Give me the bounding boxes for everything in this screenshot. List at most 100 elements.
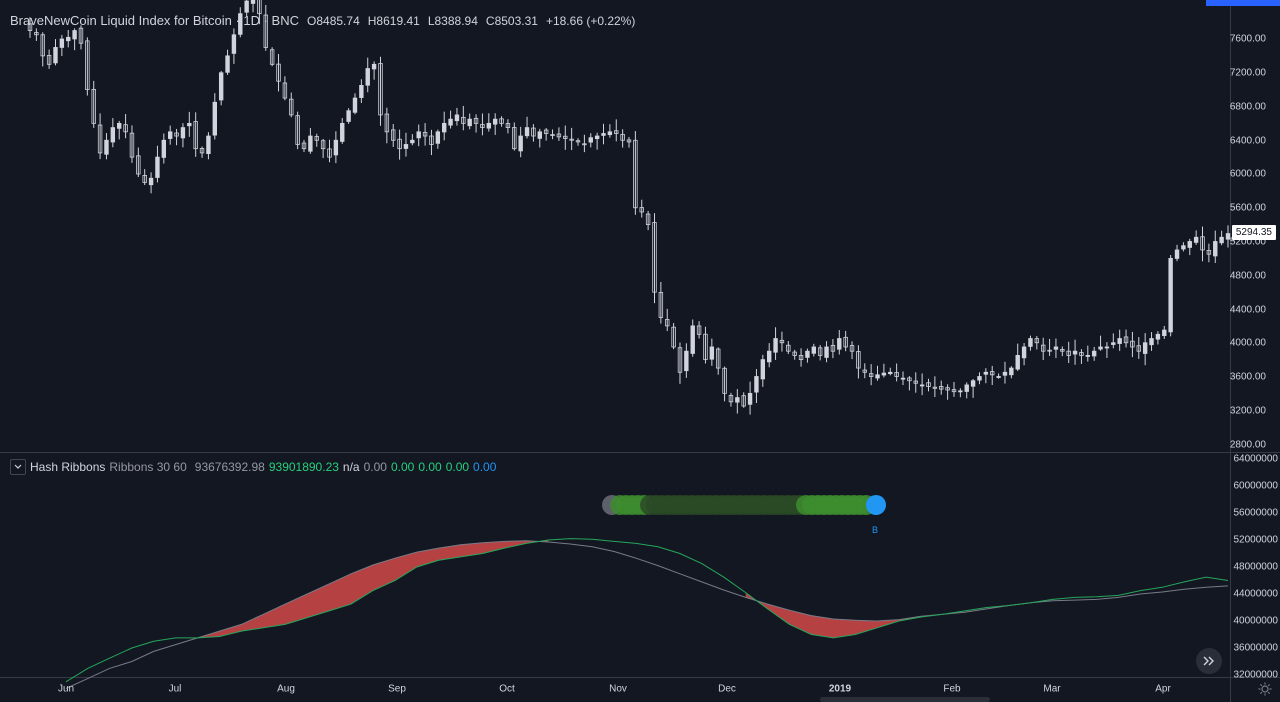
indicator-name[interactable]: Hash Ribbons: [30, 460, 106, 474]
price-axis-tick: 2800.00: [1229, 439, 1266, 451]
candle-body-up: [1213, 241, 1218, 257]
candle-body-down: [1136, 345, 1141, 352]
candle-body-up: [1187, 241, 1192, 248]
indicator-axis-tick: 40000000: [1233, 615, 1279, 627]
candle-body-up: [365, 68, 370, 86]
scroll-to-realtime-button[interactable]: [1196, 648, 1222, 674]
candle-body-down: [862, 369, 867, 373]
candle-body-up: [333, 139, 339, 156]
price-axis-tick: 5600.00: [1229, 202, 1266, 214]
candle-body-down: [696, 325, 702, 335]
candle-body-down: [843, 336, 848, 348]
candle-body-down: [563, 135, 568, 139]
candle-body-down: [269, 49, 275, 65]
candle-body-down: [1206, 250, 1212, 255]
candle-body-up: [919, 384, 925, 387]
candle-body-down: [990, 371, 995, 376]
candle-body-up: [244, 0, 249, 13]
chart-settings-button[interactable]: [1256, 680, 1274, 698]
candle-body-down: [550, 134, 555, 137]
candle-body-up: [1028, 338, 1033, 347]
candle-body-down: [856, 351, 861, 369]
candle-body-down: [671, 326, 676, 348]
candle-body-down: [779, 339, 785, 344]
candle-body-down: [27, 23, 33, 31]
candle-body-down: [327, 148, 332, 158]
candle-body-down: [531, 127, 536, 137]
candle-body-up: [1225, 233, 1231, 240]
gear-icon: [1258, 682, 1272, 696]
candle-body-up: [1002, 371, 1008, 376]
candle-body-down: [894, 372, 899, 377]
time-axis-tick: 2019: [828, 683, 852, 695]
candle-body-down: [46, 55, 52, 65]
indicator-value-5: 0.00: [473, 460, 497, 474]
collapse-indicator-button[interactable]: [10, 459, 26, 475]
candle-body-down: [633, 139, 638, 209]
candle-body-up: [187, 122, 192, 127]
candle-body-down: [677, 347, 683, 373]
candle-body-up: [518, 135, 523, 152]
candle-body-up: [1142, 342, 1148, 354]
candle-body-up: [1111, 342, 1116, 345]
close-value: 8503.31: [494, 13, 538, 28]
candle-body-down: [301, 142, 307, 150]
candle-body-down: [314, 136, 319, 141]
candle-body-up: [435, 131, 441, 144]
candle-body-down: [1066, 350, 1071, 356]
candle-body-down: [556, 133, 562, 138]
candle-body-up: [977, 376, 982, 381]
symbol-title[interactable]: BraveNewCoin Liquid Index for Bitcoin · …: [10, 13, 300, 28]
time-axis-tick: Aug: [277, 683, 295, 695]
candle-body-down: [320, 140, 326, 150]
candle-body-up: [110, 127, 116, 143]
indicator-value-3: 0.00: [418, 460, 442, 474]
candle-body-down: [1200, 236, 1205, 251]
time-axis-tick: Mar: [1043, 683, 1061, 695]
candle-body-up: [735, 397, 740, 403]
candle-body-up: [1053, 346, 1059, 350]
candle-body-down: [614, 130, 619, 134]
candle-body-up: [1021, 346, 1027, 359]
candle-body-down: [1130, 340, 1135, 348]
candle-body-up: [167, 131, 173, 139]
price-axis-tick: 4400.00: [1229, 304, 1266, 316]
time-axis-tick: Jul: [168, 683, 182, 695]
candle-body-down: [499, 118, 504, 124]
candle-body-down: [480, 123, 485, 128]
candle-body-down: [1041, 344, 1046, 352]
candle-body-down: [665, 319, 670, 327]
candle-body-down: [1034, 338, 1040, 344]
candle-body-down: [907, 377, 912, 382]
candle-body-down: [397, 138, 402, 150]
candle-body-up: [442, 122, 447, 133]
candle-body-down: [926, 382, 931, 388]
indicator-axis-tick: 32000000: [1233, 669, 1279, 681]
candle-body-up: [72, 30, 77, 40]
candle-body-down: [575, 140, 581, 143]
candle-body-up: [1085, 355, 1091, 357]
candle-body-up: [837, 338, 842, 350]
candle-body-up: [805, 350, 810, 358]
candle-body-down: [40, 34, 45, 57]
candle-body-down: [263, 14, 268, 48]
candle-body-up: [218, 72, 224, 101]
candle-body-up: [359, 85, 364, 98]
candle-body-up: [537, 131, 542, 139]
candle-body-up: [1181, 245, 1186, 250]
indicator-value-4: 0.00: [445, 460, 470, 474]
candle-body-up: [588, 137, 593, 143]
candle-body-down: [142, 174, 147, 183]
horizontal-scrollbar[interactable]: [820, 697, 990, 702]
candle-body-up: [467, 118, 472, 127]
capitulation-area: [197, 540, 549, 638]
candle-body-up: [601, 133, 606, 136]
candle-body-up: [747, 392, 753, 405]
indicator-value-2: 0.00: [390, 460, 415, 474]
candle-body-up: [900, 377, 906, 380]
candle-body-up: [881, 372, 887, 376]
change-value: +18.66 (+0.22%): [545, 13, 636, 28]
top-right-toolbar-button[interactable]: [1206, 0, 1280, 6]
candle-body-down: [78, 27, 84, 44]
